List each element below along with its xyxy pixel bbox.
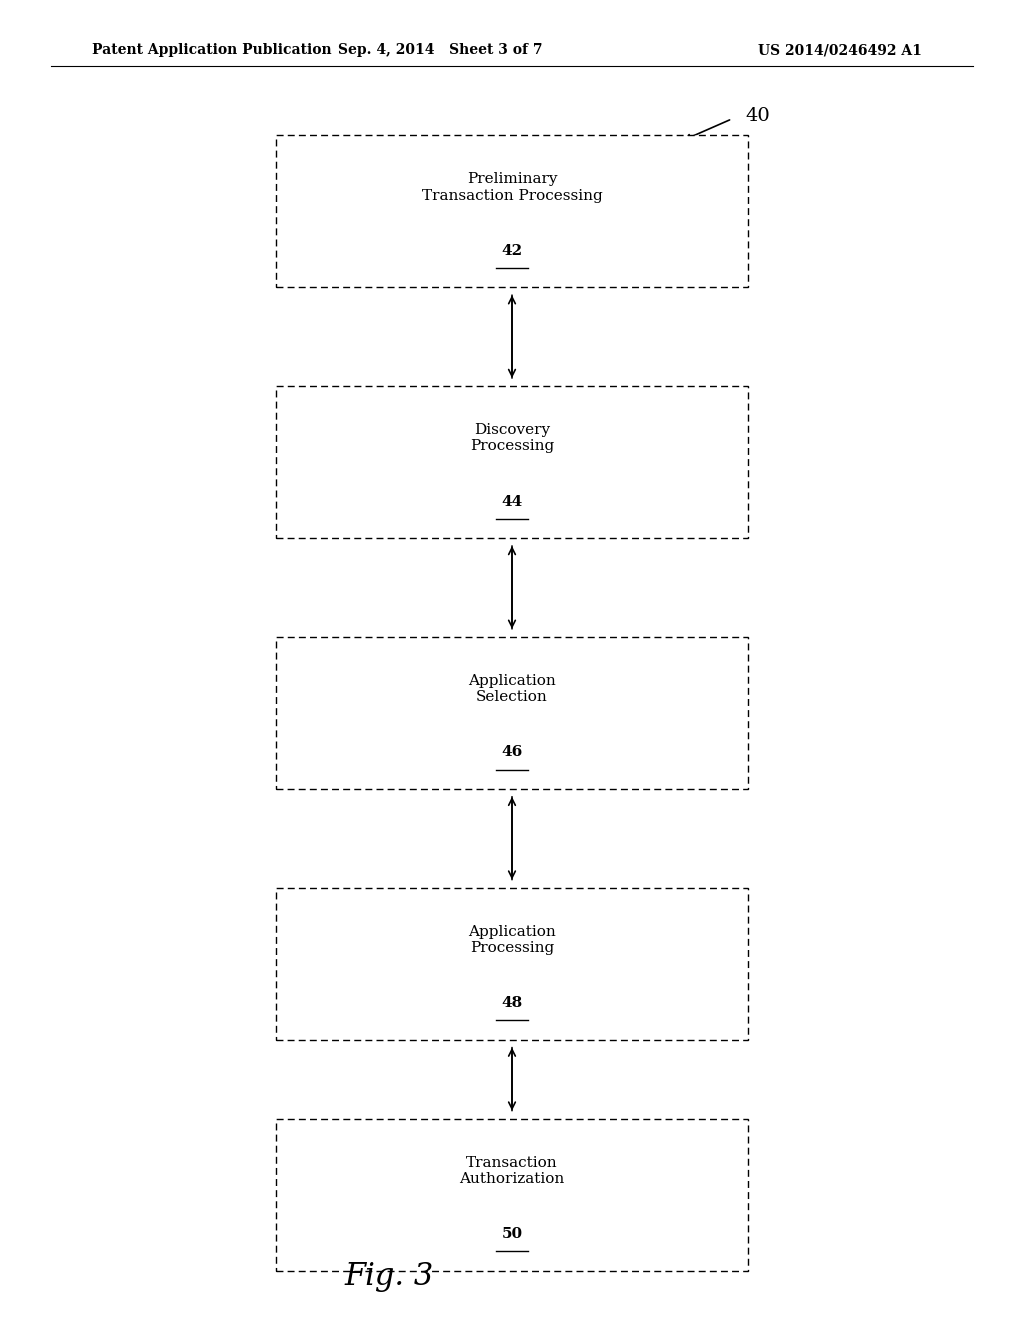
Text: 48: 48 <box>502 997 522 1010</box>
Text: Fig. 3: Fig. 3 <box>344 1261 434 1292</box>
Text: Application
Selection: Application Selection <box>468 675 556 704</box>
Text: 46: 46 <box>502 746 522 759</box>
Text: Discovery
Processing: Discovery Processing <box>470 424 554 453</box>
Text: 40: 40 <box>745 107 770 125</box>
Text: Patent Application Publication: Patent Application Publication <box>92 44 332 57</box>
Bar <box>276 887 748 1040</box>
Text: Preliminary
Transaction Processing: Preliminary Transaction Processing <box>422 173 602 202</box>
Bar <box>276 636 748 788</box>
Text: Sep. 4, 2014   Sheet 3 of 7: Sep. 4, 2014 Sheet 3 of 7 <box>338 44 543 57</box>
Bar <box>276 136 748 288</box>
Text: Transaction
Authorization: Transaction Authorization <box>460 1156 564 1185</box>
Text: 44: 44 <box>502 495 522 508</box>
Bar <box>276 385 748 539</box>
Text: Application
Processing: Application Processing <box>468 925 556 954</box>
Text: 42: 42 <box>502 244 522 257</box>
Text: US 2014/0246492 A1: US 2014/0246492 A1 <box>758 44 922 57</box>
Text: 50: 50 <box>502 1228 522 1241</box>
Bar <box>276 1119 748 1270</box>
